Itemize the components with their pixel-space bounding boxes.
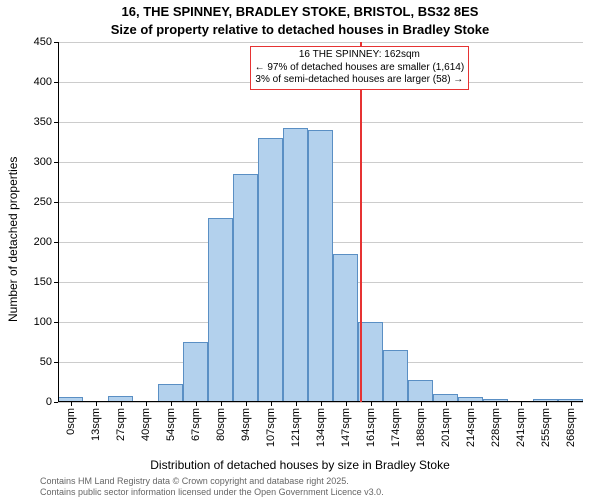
x-tick-label: 228sqm: [490, 408, 502, 447]
y-tick-label: 150: [34, 276, 52, 288]
x-tick-label: 13sqm: [90, 408, 102, 441]
x-tick-label: 255sqm: [540, 408, 552, 447]
x-tick-label: 67sqm: [190, 408, 202, 441]
histogram-bar: [333, 254, 358, 402]
x-tick-label: 54sqm: [165, 408, 177, 441]
y-tick-label: 200: [34, 236, 52, 248]
y-tick-label: 50: [40, 356, 52, 368]
x-tick-label: 214sqm: [465, 408, 477, 447]
histogram-bar: [233, 174, 258, 402]
x-tick-label: 40sqm: [140, 408, 152, 441]
annotation-line-3: 3% of semi-detached houses are larger (5…: [255, 74, 465, 87]
annotation-line-2: ← 97% of detached houses are smaller (1,…: [255, 62, 465, 75]
histogram-bar: [183, 342, 208, 402]
annotation-line-1: 16 THE SPINNEY: 162sqm: [255, 49, 465, 62]
x-tick-label: 188sqm: [415, 408, 427, 447]
gridline: [58, 122, 583, 123]
histogram-bar: [383, 350, 408, 402]
x-tick-label: 147sqm: [340, 408, 352, 447]
chart-footer: Contains HM Land Registry data © Crown c…: [40, 476, 384, 498]
x-tick-label: 134sqm: [315, 408, 327, 447]
chart-container: 16, THE SPINNEY, BRADLEY STOKE, BRISTOL,…: [0, 0, 600, 500]
histogram-bar: [258, 138, 283, 402]
plot-area: 0501001502002503003504004500sqm13sqm27sq…: [58, 42, 583, 402]
y-tick-label: 100: [34, 316, 52, 328]
x-tick-label: 27sqm: [115, 408, 127, 441]
y-tick-label: 350: [34, 116, 52, 128]
x-tick-label: 268sqm: [565, 408, 577, 447]
histogram-bar: [283, 128, 308, 402]
y-tick-label: 450: [34, 36, 52, 48]
x-tick-label: 94sqm: [240, 408, 252, 441]
histogram-bar: [308, 130, 333, 402]
x-tick-label: 201sqm: [440, 408, 452, 447]
chart-title-main: 16, THE SPINNEY, BRADLEY STOKE, BRISTOL,…: [0, 4, 600, 19]
y-tick-label: 300: [34, 156, 52, 168]
y-tick-label: 250: [34, 196, 52, 208]
y-axis-label: Number of detached properties: [6, 157, 20, 322]
x-tick-label: 0sqm: [65, 408, 77, 435]
x-tick-label: 241sqm: [515, 408, 527, 447]
footer-line-1: Contains HM Land Registry data © Crown c…: [40, 476, 384, 487]
histogram-bar: [408, 380, 433, 402]
footer-line-2: Contains public sector information licen…: [40, 487, 384, 498]
x-tick-label: 80sqm: [215, 408, 227, 441]
y-tick-label: 0: [46, 396, 52, 408]
annotation-box: 16 THE SPINNEY: 162sqm← 97% of detached …: [250, 46, 470, 90]
x-tick-label: 174sqm: [390, 408, 402, 447]
x-tick-label: 107sqm: [265, 408, 277, 447]
x-tick-label: 121sqm: [290, 408, 302, 447]
histogram-bar: [208, 218, 233, 402]
gridline: [58, 42, 583, 43]
x-axis-label: Distribution of detached houses by size …: [0, 458, 600, 472]
histogram-bar: [158, 384, 183, 402]
x-tick-label: 161sqm: [365, 408, 377, 447]
histogram-bar: [358, 322, 383, 402]
highlight-marker-line: [360, 42, 362, 402]
y-tick-label: 400: [34, 76, 52, 88]
chart-title-sub: Size of property relative to detached ho…: [0, 22, 600, 37]
